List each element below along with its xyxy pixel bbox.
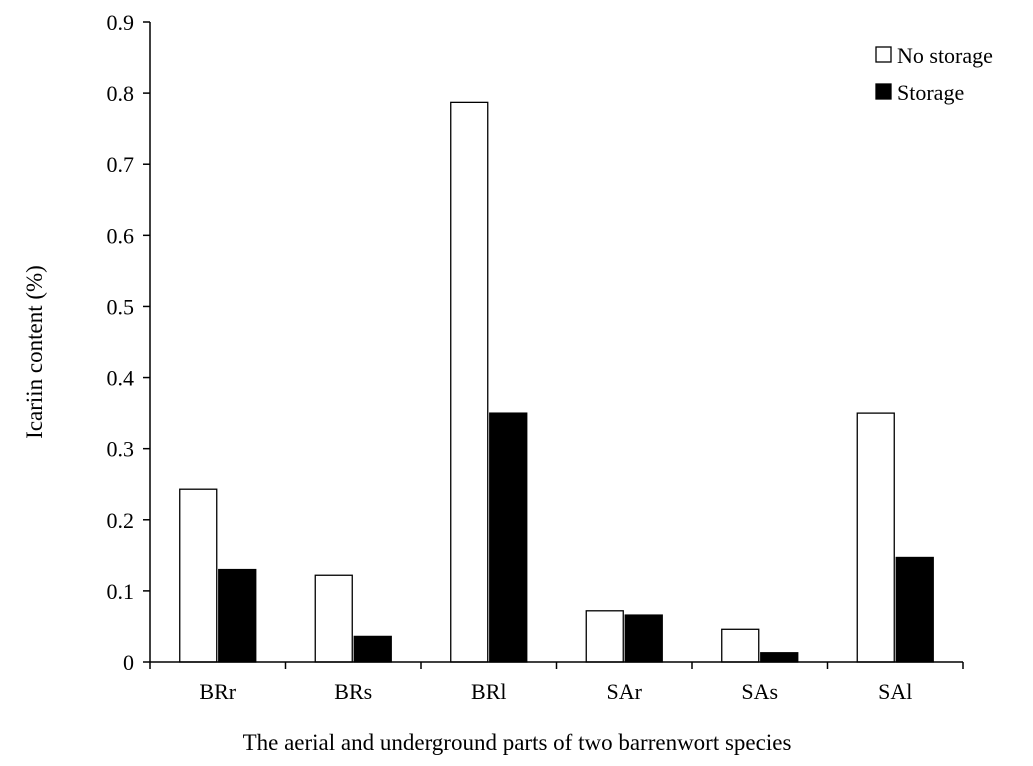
x-tick-label: SAr bbox=[607, 679, 643, 704]
x-tick-label: BRs bbox=[334, 679, 372, 704]
plot-area bbox=[179, 101, 934, 663]
x-tick-label: SAl bbox=[878, 679, 912, 704]
bar-storage-brl bbox=[489, 412, 528, 663]
x-tick-label: BRr bbox=[199, 679, 236, 704]
bar-no-storage-brl bbox=[450, 101, 489, 663]
bar-storage-sal bbox=[895, 556, 934, 663]
bar-storage-sar bbox=[624, 614, 663, 663]
y-tick-label: 0.5 bbox=[107, 294, 135, 319]
x-axis: BRr BRs BRl SAr SAs SAl bbox=[149, 661, 964, 704]
bar-storage-sas bbox=[760, 652, 799, 663]
y-tick-label: 0.6 bbox=[107, 223, 135, 248]
bar-no-storage-brs bbox=[314, 574, 353, 663]
bar-no-storage-sar bbox=[585, 610, 624, 663]
y-tick-label: 0.7 bbox=[107, 152, 135, 177]
bar-no-storage-sas bbox=[721, 628, 760, 663]
bar-no-storage-sal bbox=[856, 412, 895, 663]
legend-swatch-storage bbox=[875, 83, 892, 100]
y-tick-label: 0.1 bbox=[107, 579, 135, 604]
y-tick-label: 0.4 bbox=[107, 366, 135, 391]
bar-no-storage-brr bbox=[179, 488, 218, 663]
legend-label-no-storage: No storage bbox=[897, 43, 993, 68]
legend: No storage Storage bbox=[875, 43, 993, 105]
legend-swatch-no-storage bbox=[875, 46, 892, 63]
legend-label-storage: Storage bbox=[897, 80, 964, 105]
y-tick-label: 0.2 bbox=[107, 508, 135, 533]
bar-storage-brs bbox=[353, 635, 392, 663]
bar-storage-brr bbox=[218, 568, 257, 663]
y-axis: 0 0.1 0.2 0.3 0.4 0.5 0.6 0.7 0.8 0.9 bbox=[107, 10, 151, 675]
y-tick-label: 0 bbox=[123, 650, 134, 675]
y-tick-label: 0.9 bbox=[107, 10, 135, 35]
x-tick-label: SAs bbox=[741, 679, 778, 704]
x-axis-title: The aerial and underground parts of two … bbox=[243, 730, 792, 755]
y-tick-label: 0.3 bbox=[107, 437, 135, 462]
y-axis-title: Icariin content (%) bbox=[22, 265, 47, 439]
y-tick-label: 0.8 bbox=[107, 81, 135, 106]
x-tick-label: BRl bbox=[471, 679, 506, 704]
